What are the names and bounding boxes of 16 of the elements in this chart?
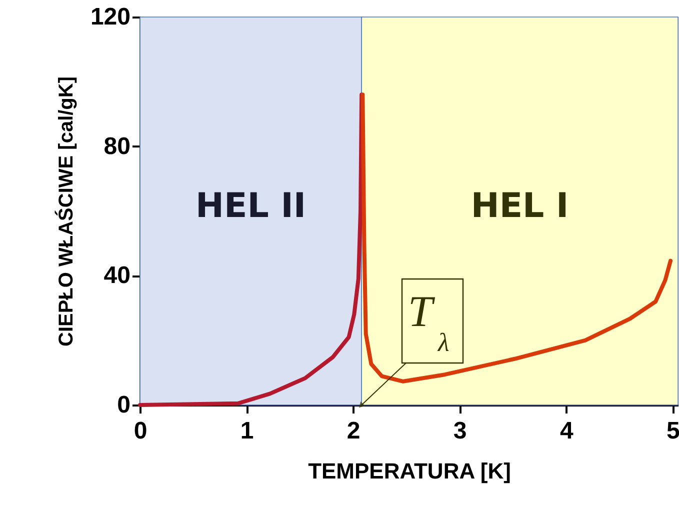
y-axis-title: CIEPŁO WŁAŚCIWE [cal/gK] [54, 76, 78, 346]
line-series [360, 92, 673, 384]
x-axis-title: TEMPERATURA [K] [308, 458, 511, 484]
y-tick-label: 120 [90, 4, 130, 30]
x-tick-label: 3 [453, 418, 467, 444]
band-label: HEL II [196, 186, 306, 226]
y-tick-label: 0 [117, 392, 130, 418]
y-tick-label: 80 [104, 132, 130, 160]
band-label: HEL I [470, 186, 569, 226]
y-tick-label: 40 [104, 262, 130, 290]
x-tick-label: 0 [134, 418, 148, 444]
annotation: Tλ [408, 287, 450, 357]
x-tick-label: 4 [560, 418, 574, 444]
x-tick-label: 5 [666, 418, 679, 444]
x-tick-label: 1 [240, 418, 254, 444]
x-tick-label: 2 [346, 418, 360, 444]
